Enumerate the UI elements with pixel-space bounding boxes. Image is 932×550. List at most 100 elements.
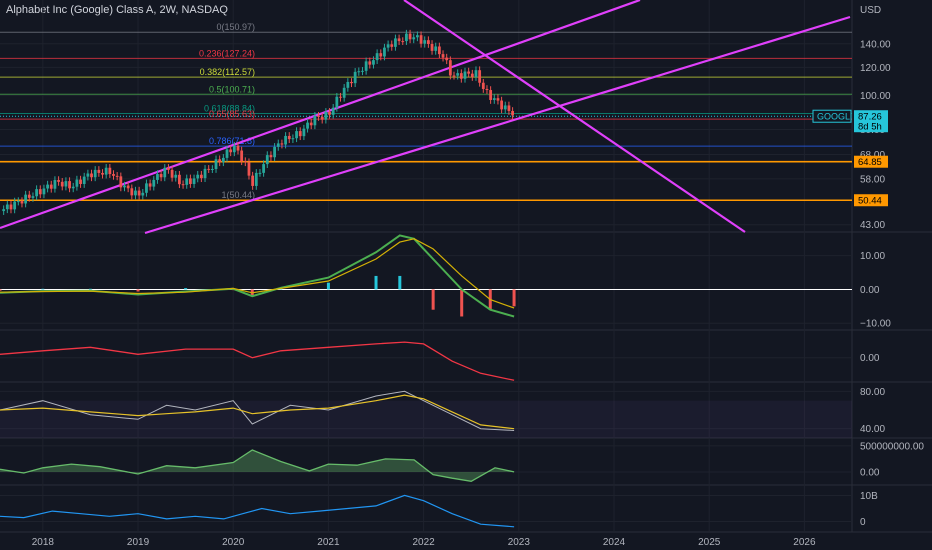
candle-body — [97, 169, 101, 173]
candle-body — [148, 183, 152, 187]
time-tick-label-2018: 2018 — [32, 537, 55, 548]
candle-body — [218, 159, 222, 163]
macd-histogram-bar — [41, 288, 45, 290]
candle-body — [295, 131, 298, 139]
candle-body — [90, 173, 93, 178]
candle-body — [119, 176, 123, 188]
candle-body — [364, 61, 368, 71]
candle-body — [353, 71, 357, 84]
price-unit-label: USD — [860, 5, 881, 16]
candle-body — [196, 174, 200, 179]
candle-body — [291, 138, 295, 140]
candle-body — [430, 43, 434, 51]
last-price-value: 87.26 — [858, 112, 882, 123]
macd-histogram-bar — [512, 289, 516, 307]
axis-layer: 2018 2019 2020 2021 2022 2023 2024 2025 2026 USD 1… — [32, 5, 925, 548]
price-tick-label: 43.00 — [860, 220, 885, 231]
candle-body — [276, 143, 280, 147]
candle-body — [123, 185, 126, 188]
candle-body — [503, 105, 507, 110]
candle-body — [79, 179, 82, 184]
candle-body — [229, 149, 233, 153]
volume-oscillator-tick-label: 500000000.00 — [860, 441, 924, 452]
macd-histogram-bar — [431, 289, 435, 310]
candle-body — [178, 174, 181, 185]
rsi-tick-label: 40.00 — [860, 424, 885, 435]
candle-body — [496, 98, 500, 101]
macd-histogram-bar — [326, 282, 330, 290]
macd-histogram-bar — [0, 289, 2, 291]
candles-layer — [2, 29, 514, 215]
candle-body — [346, 81, 350, 88]
candle-body — [199, 174, 203, 179]
candle-body — [408, 33, 412, 40]
candle-body — [375, 53, 379, 61]
candle-body — [339, 96, 342, 98]
time-tick-label-2019: 2019 — [127, 537, 150, 548]
candle-body — [474, 70, 478, 77]
volume-line-tick-label: 0 — [860, 517, 866, 528]
candle-body — [38, 189, 42, 195]
candle-body — [423, 40, 427, 44]
candle-body — [437, 46, 441, 55]
candle-body — [507, 105, 511, 111]
candle-body — [357, 71, 361, 73]
candle-body — [405, 33, 408, 42]
candle-body — [192, 178, 196, 184]
candle-body — [42, 188, 46, 195]
candle-body — [280, 143, 284, 145]
candle-body — [470, 73, 474, 77]
candle-body — [342, 87, 346, 98]
candle-body — [115, 175, 119, 177]
macd-histogram-bar — [136, 289, 140, 292]
rsi-line — [0, 390, 515, 431]
candle-body — [35, 189, 39, 197]
support-level-tag-1 — [854, 194, 888, 207]
fib-level-label-4: 0.618(88.84) — [204, 103, 255, 113]
candle-body — [185, 178, 189, 185]
price-tick-label: 120.00 — [860, 63, 891, 74]
candle-body — [101, 172, 104, 175]
candle-body — [24, 194, 28, 204]
candle-body — [170, 169, 174, 178]
candle-body — [221, 157, 225, 163]
candle-body — [68, 181, 71, 189]
volume-line — [0, 494, 515, 528]
symbol-tag — [812, 109, 852, 123]
candle-body — [317, 115, 320, 117]
candle-body — [214, 159, 218, 169]
fib-level-label-1: 0.236(127.24) — [199, 48, 255, 58]
candle-body — [313, 115, 317, 126]
candle-body — [269, 155, 273, 158]
candle-body — [481, 82, 485, 89]
candle-body — [163, 167, 167, 178]
candle-body — [335, 96, 339, 108]
volume-oscillator-tick-label: 0.00 — [860, 467, 880, 478]
time-tick-label-2026: 2026 — [793, 537, 816, 548]
candle-body — [210, 168, 214, 170]
time-tick-label-2022: 2022 — [412, 537, 435, 548]
time-tick-label-2024: 2024 — [603, 537, 626, 548]
candle-body — [463, 71, 467, 79]
candle-body — [152, 179, 156, 187]
candle-body — [372, 60, 375, 65]
candle-body — [53, 180, 57, 189]
indicators-layer — [0, 234, 852, 528]
candle-body — [284, 135, 287, 145]
trendline-1 — [144, 15, 851, 235]
candle-body — [426, 40, 430, 44]
candle-body — [112, 174, 115, 176]
candle-body — [445, 57, 449, 61]
support-level-tag-0 — [854, 155, 888, 168]
candle-body — [478, 70, 482, 83]
candle-body — [2, 209, 6, 212]
grid-layer — [0, 0, 932, 533]
trendline-0 — [0, 0, 641, 230]
volume-oscillator-line — [0, 449, 515, 482]
candle-body — [145, 183, 148, 193]
candle-body — [141, 192, 145, 196]
macd-histogram-bar — [88, 288, 92, 290]
macd-tick-label: 10.00 — [860, 251, 885, 262]
